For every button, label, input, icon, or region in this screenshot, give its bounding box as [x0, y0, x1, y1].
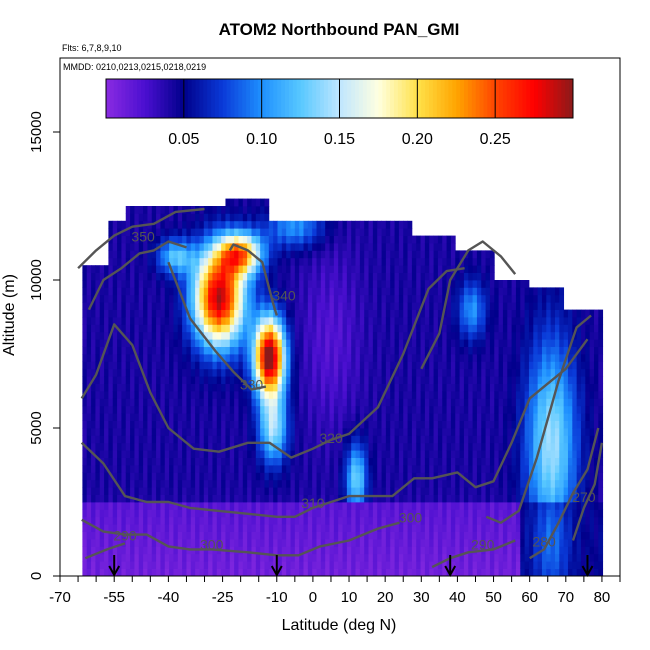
x-axis: -70 -55 -40 -25 -10 0 10 20 30 40 50 60 70 80 [49, 576, 621, 606]
y-tick-label: 0 [28, 572, 45, 580]
flight-arrows [108, 555, 594, 578]
contour-label: 290 [471, 536, 495, 552]
y-tick-label: 10000 [28, 259, 45, 301]
dates-label: MMDD: 0210,0213,0215,0218,0219 [63, 62, 206, 72]
x-tick-label: 20 [377, 589, 394, 606]
x-axis-label: Latitude (deg N) [282, 617, 397, 634]
x-tick-label: 70 [557, 589, 574, 606]
colorbar-tick-label: 0.20 [402, 131, 433, 148]
x-tick-label: 0 [309, 589, 317, 606]
x-tick-label: -10 [266, 589, 288, 606]
x-tick-label: -55 [103, 589, 125, 606]
colorbar-tick-label: 0.25 [480, 131, 511, 148]
contour-label: 320 [319, 430, 343, 446]
contour-label: 300 [200, 536, 224, 552]
colorbar-tick-label: 0.05 [168, 131, 199, 148]
contour-label: 280 [532, 533, 556, 549]
colorbar-tick-label: 0.15 [324, 131, 355, 148]
flight-arrow-icon [270, 555, 283, 578]
colorbar: 0.05 0.10 0.15 0.20 0.25 [105, 78, 574, 148]
x-tick-label: 40 [449, 589, 466, 606]
x-tick-label: 50 [485, 589, 502, 606]
flight-arrow-icon [108, 555, 121, 578]
chart-title: ATOM2 Northbound PAN_GMI [219, 20, 460, 39]
y-axis-label: Altitude (m) [1, 274, 18, 356]
flight-arrow-icon [444, 555, 457, 578]
x-tick-label: 80 [594, 589, 611, 606]
contour-lines [77, 207, 604, 569]
heatmap-field [82, 198, 604, 577]
y-tick-label: 5000 [28, 411, 45, 444]
x-tick-label: 10 [341, 589, 358, 606]
contour-label: 350 [131, 229, 155, 245]
colorbar-tick-label: 0.10 [246, 131, 277, 148]
y-tick-label: 15000 [28, 111, 45, 153]
x-tick-label: 30 [413, 589, 430, 606]
contour-label: 310 [301, 495, 325, 511]
contour-label: 300 [399, 510, 423, 526]
contour-label: 340 [272, 288, 296, 304]
contour-label: 330 [240, 377, 264, 393]
x-tick-label: -70 [49, 589, 71, 606]
contour-label: 270 [572, 489, 596, 505]
plot-frame [59, 57, 621, 577]
x-tick-label: -40 [158, 589, 180, 606]
flights-label: Flts: 6,7,8,9,10 [62, 43, 122, 53]
contour-label: 290 [113, 528, 137, 544]
contour-labels: 350 340 330 320 310 300 300 290 290 280 270 [113, 229, 595, 553]
x-tick-label: 60 [521, 589, 538, 606]
flight-arrow-icon [581, 555, 594, 578]
y-axis: 0 5000 10000 15000 [28, 111, 60, 580]
x-tick-label: -25 [212, 589, 234, 606]
